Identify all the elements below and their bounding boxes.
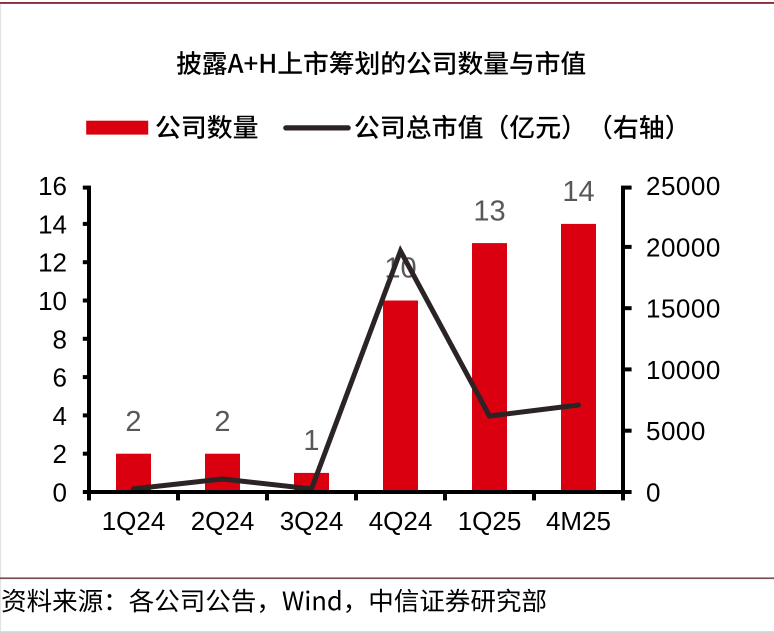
svg-text:8: 8	[53, 324, 67, 354]
svg-text:2: 2	[125, 406, 141, 438]
svg-text:5000: 5000	[646, 416, 706, 446]
svg-text:4Q24: 4Q24	[369, 506, 433, 536]
svg-text:13: 13	[473, 196, 505, 228]
svg-text:6: 6	[53, 363, 67, 393]
svg-text:10: 10	[38, 286, 67, 316]
svg-text:1Q25: 1Q25	[458, 506, 522, 536]
svg-text:16: 16	[38, 171, 67, 201]
svg-text:4M25: 4M25	[546, 506, 611, 536]
svg-text:1Q24: 1Q24	[102, 506, 166, 536]
svg-text:15000: 15000	[646, 294, 721, 324]
svg-text:14: 14	[562, 176, 594, 208]
svg-text:0: 0	[53, 478, 67, 508]
svg-text:3Q24: 3Q24	[280, 506, 344, 536]
svg-text:2: 2	[53, 439, 67, 469]
svg-text:0: 0	[646, 478, 661, 508]
svg-text:2: 2	[214, 406, 230, 438]
svg-text:1: 1	[303, 425, 319, 457]
svg-text:14: 14	[38, 209, 67, 239]
svg-text:12: 12	[38, 248, 67, 278]
svg-text:25000: 25000	[646, 171, 721, 201]
svg-text:20000: 20000	[646, 232, 721, 262]
svg-text:4: 4	[53, 401, 67, 431]
svg-text:10000: 10000	[646, 355, 721, 385]
svg-text:2Q24: 2Q24	[191, 506, 255, 536]
